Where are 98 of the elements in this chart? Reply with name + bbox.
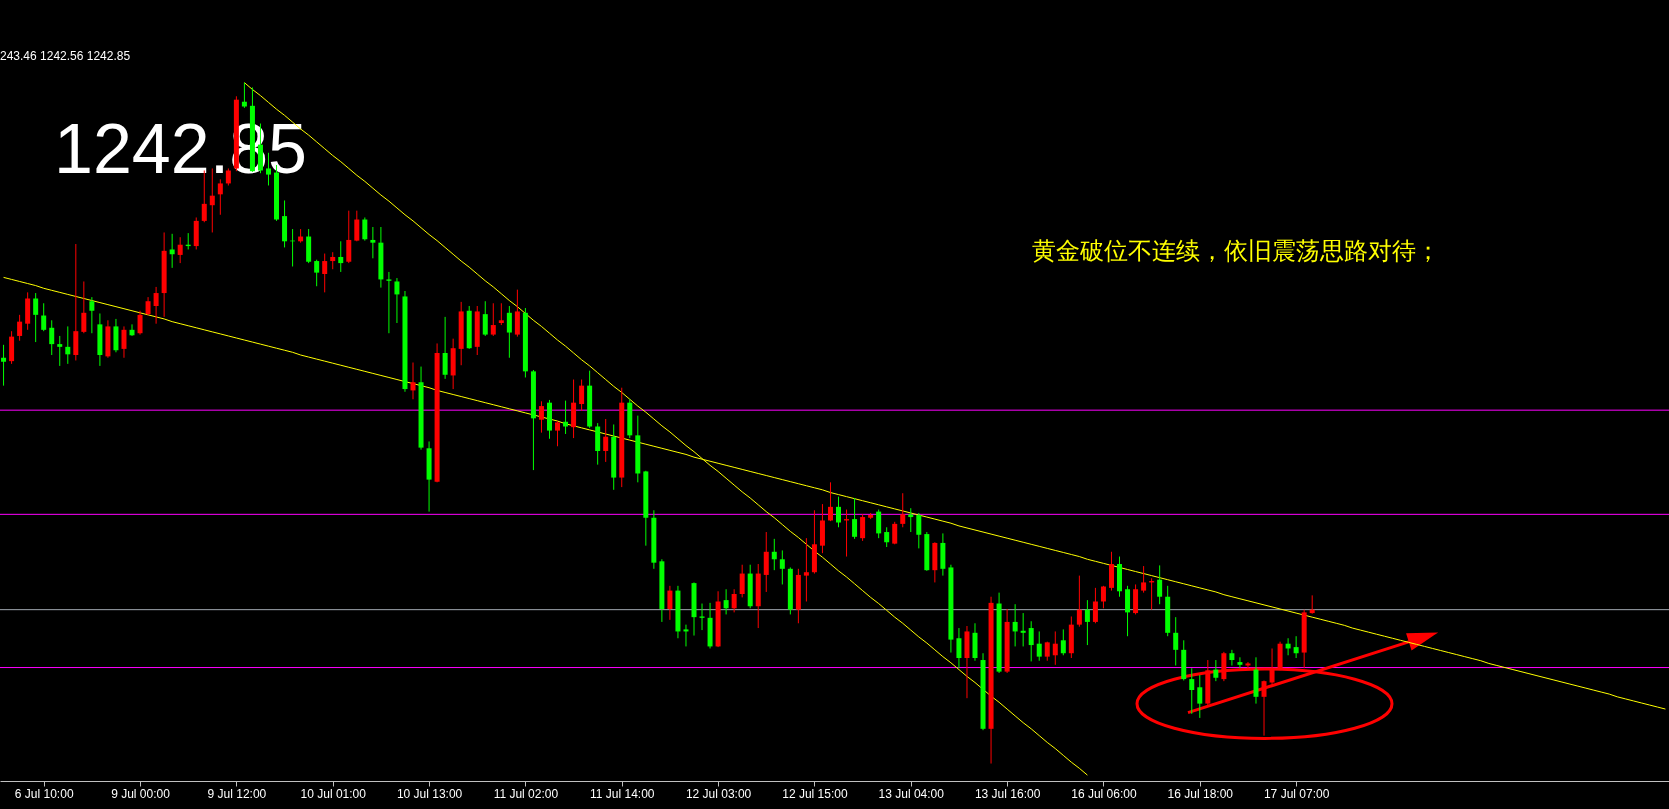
candlestick: [836, 496, 842, 528]
text: 243.46 1242.56 1242.85: [0, 49, 131, 63]
candlestick: [490, 302, 496, 337]
candlestick: [852, 497, 858, 540]
candlestick: [1052, 630, 1058, 666]
candlestick: [362, 216, 368, 242]
candlestick: [121, 325, 127, 359]
candlestick: [1197, 674, 1203, 719]
candlestick: [394, 277, 400, 324]
x-tick-label: 11 Jul 02:00: [493, 786, 559, 801]
candlestick: [1125, 585, 1131, 637]
candlestick: [683, 624, 689, 647]
candlestick: [129, 323, 135, 337]
x-tick-label: 9 Jul 12:00: [207, 786, 267, 801]
candlestick: [145, 296, 151, 317]
candlestick: [370, 226, 376, 259]
candlestick: [41, 302, 47, 332]
x-tick-label: 12 Jul 03:00: [685, 786, 752, 801]
x-tick-label: 10 Jul 01:00: [300, 786, 367, 801]
candlestick: [916, 512, 922, 549]
candlestick: [876, 509, 882, 539]
candlestick: [81, 280, 87, 334]
candlestick: [667, 585, 673, 621]
candlestick: [1173, 616, 1179, 666]
x-tick-label: 9 Jul 00:00: [111, 786, 171, 801]
candlestick: [603, 418, 609, 463]
candlestick: [1020, 612, 1026, 647]
candlestick: [771, 538, 777, 571]
candlestick: [1084, 599, 1090, 646]
candlestick: [884, 526, 890, 548]
candlestick: [1, 344, 7, 387]
candlestick: [442, 316, 448, 380]
candlestick: [908, 507, 914, 533]
candlestick: [217, 178, 223, 216]
x-tick-label: 11 Jul 14:00: [590, 786, 655, 801]
candlestick: [1157, 564, 1163, 605]
x-tick-label: 16 Jul 06:00: [1071, 786, 1137, 801]
candlestick: [731, 588, 737, 613]
candlestick: [555, 420, 561, 447]
candlestick: [49, 319, 55, 356]
candlestick: [137, 310, 143, 336]
candlestick: [1100, 585, 1106, 609]
x-tick-label: 13 Jul 16:00: [974, 786, 1041, 801]
candlestick: [860, 513, 866, 542]
annotation: 黄金破位不连续，依旧震荡思路对待；: [1032, 237, 1440, 265]
candlestick: [65, 325, 71, 365]
candlestick: [354, 210, 360, 242]
candlestick: [1237, 656, 1243, 669]
candlestick: [386, 271, 392, 334]
candlestick: [482, 300, 488, 337]
candlestick: [1229, 649, 1235, 666]
x-tick-label: 16 Jul 18:00: [1167, 786, 1234, 801]
candlestick: [169, 233, 175, 269]
candlestick: [699, 603, 705, 631]
candlestick: [779, 549, 785, 585]
candlestick: [338, 240, 344, 273]
candlestick: [1108, 551, 1114, 592]
candlestick: [1060, 628, 1066, 656]
candlestick: [1012, 603, 1018, 647]
x-tick-label: 12 Jul 15:00: [782, 786, 848, 801]
candlestick: [73, 243, 79, 361]
candlestick: [1189, 667, 1195, 715]
candlestick: [1141, 565, 1147, 594]
candlestick: [153, 286, 159, 325]
candlestick: [827, 481, 833, 522]
candlestick: [177, 236, 183, 264]
candlestick: [563, 400, 569, 435]
x-tick-label: 13 Jul 04:00: [878, 786, 945, 801]
candlestick: [1133, 583, 1139, 615]
x-tick-label: 6 Jul 10:00: [14, 786, 74, 801]
candlestick: [1213, 659, 1219, 682]
candlestick: [498, 302, 504, 326]
candlestick: [1092, 587, 1098, 624]
candlestick: [514, 289, 520, 338]
candlestick: [739, 564, 745, 598]
candlestick: [322, 253, 328, 293]
candlestick: [113, 318, 119, 353]
x-tick-label: 17 Jul 07:00: [1263, 786, 1330, 801]
candlestick: [900, 492, 906, 528]
candlestick: [33, 292, 39, 343]
candlestick: [1028, 620, 1034, 662]
x-tick-label: 10 Jul 13:00: [396, 786, 463, 801]
candlestick: [579, 379, 585, 412]
candlestick: [538, 400, 544, 434]
candlestick: [17, 314, 23, 342]
candlestick: [506, 305, 512, 359]
candlestick: [1076, 575, 1082, 628]
candlestick: [1036, 630, 1042, 662]
candlestick: [89, 296, 95, 334]
candlestick: [314, 259, 320, 287]
candlestick: [763, 531, 769, 593]
candlestick: [803, 537, 809, 602]
candlestick: [723, 588, 729, 615]
candlestick: [1293, 635, 1299, 659]
candlestick: [346, 210, 352, 264]
candlestick: [57, 335, 63, 367]
candlestick: [956, 627, 962, 669]
candlestick: [410, 362, 416, 400]
